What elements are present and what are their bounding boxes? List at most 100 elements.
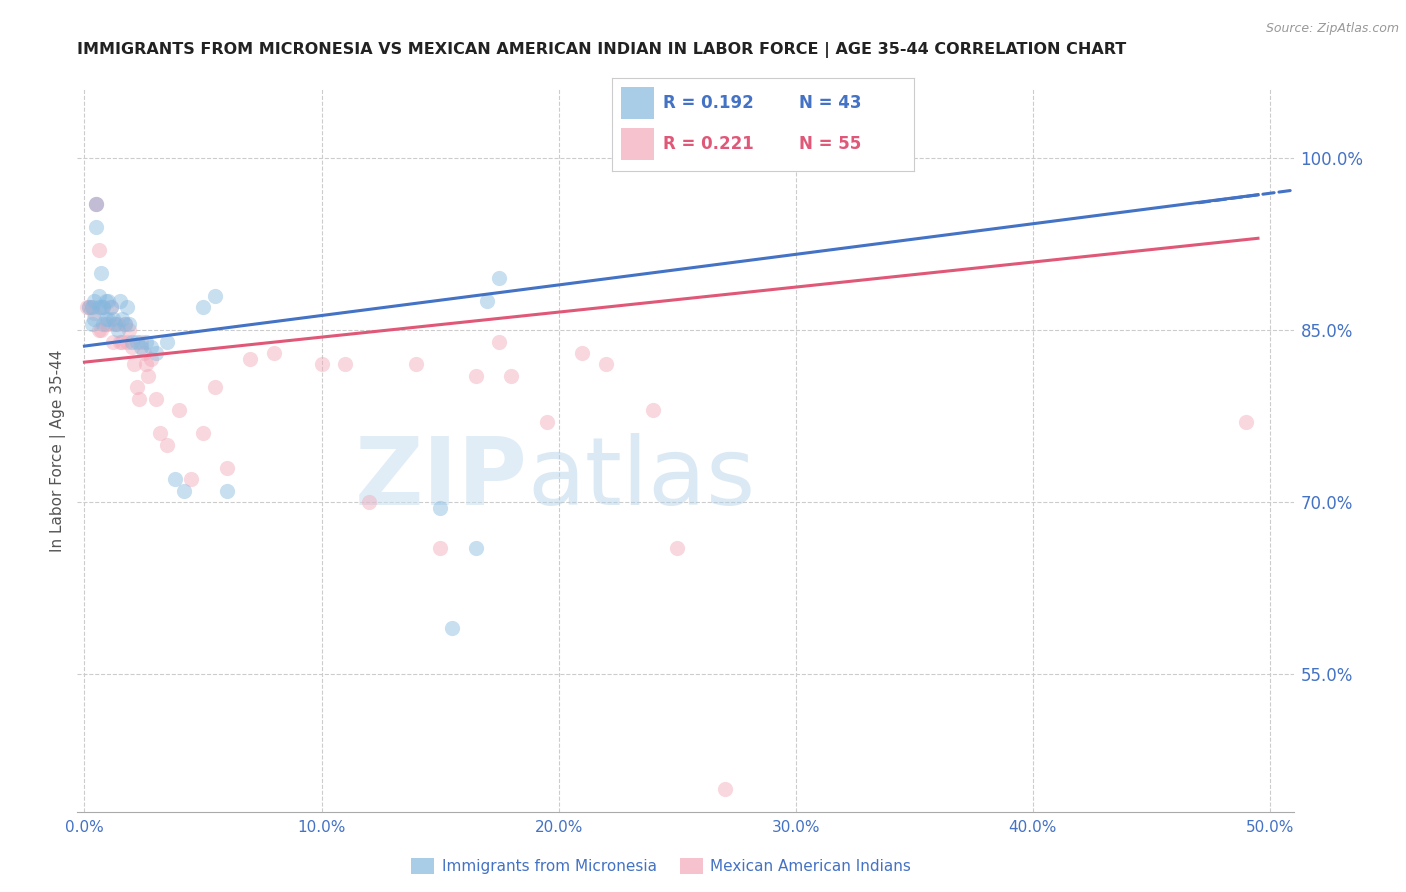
Point — [80, 300, 103, 314]
Point — [107, 318, 129, 332]
Text: atlas: atlas — [527, 434, 755, 525]
Point — [93, 300, 115, 314]
Point — [77, 300, 100, 314]
Point — [111, 311, 134, 326]
Point — [76, 300, 98, 314]
Point — [191, 300, 214, 314]
Point — [204, 380, 226, 394]
Point — [128, 392, 150, 406]
Point — [311, 358, 333, 372]
Point — [571, 346, 593, 360]
Point — [405, 358, 427, 372]
Point — [108, 294, 131, 309]
Point — [429, 500, 451, 515]
Point — [84, 197, 107, 211]
Point — [169, 403, 191, 417]
Point — [488, 271, 510, 285]
Point — [145, 392, 167, 406]
Point — [1234, 415, 1257, 429]
Point — [215, 483, 238, 498]
Point — [100, 300, 122, 314]
Text: N = 55: N = 55 — [799, 135, 862, 153]
Point — [156, 334, 179, 349]
Point — [114, 318, 136, 332]
Point — [357, 495, 380, 509]
Bar — [620, 128, 654, 160]
Point — [429, 541, 451, 555]
Point — [104, 318, 127, 332]
Point — [115, 334, 138, 349]
Point — [135, 358, 157, 372]
Point — [94, 318, 117, 332]
Point — [713, 781, 735, 796]
Point — [145, 346, 167, 360]
Point — [84, 197, 107, 211]
Point — [139, 351, 162, 366]
Point — [94, 294, 117, 309]
Point — [111, 334, 134, 349]
Point — [104, 318, 127, 332]
Point — [239, 351, 262, 366]
Point — [173, 483, 195, 498]
Point — [125, 334, 148, 349]
Point — [118, 323, 141, 337]
Point — [90, 323, 112, 337]
Point — [94, 311, 117, 326]
Point — [84, 197, 107, 211]
Point — [118, 318, 141, 332]
Y-axis label: In Labor Force | Age 35-44: In Labor Force | Age 35-44 — [51, 350, 66, 551]
Point — [139, 340, 162, 354]
Point — [488, 334, 510, 349]
Text: N = 43: N = 43 — [799, 94, 862, 112]
Point — [107, 323, 129, 337]
Point — [87, 300, 110, 314]
Point — [131, 334, 153, 349]
Point — [464, 541, 486, 555]
Point — [501, 368, 523, 383]
Point — [93, 318, 115, 332]
Point — [477, 294, 499, 309]
Point — [536, 415, 558, 429]
Point — [87, 288, 110, 302]
Point — [121, 334, 143, 349]
Point — [90, 266, 112, 280]
Point — [115, 300, 138, 314]
Point — [595, 358, 617, 372]
Point — [149, 426, 172, 441]
Point — [131, 340, 153, 354]
Text: IMMIGRANTS FROM MICRONESIA VS MEXICAN AMERICAN INDIAN IN LABOR FORCE | AGE 35-44: IMMIGRANTS FROM MICRONESIA VS MEXICAN AM… — [77, 42, 1126, 58]
Point — [114, 318, 136, 332]
Text: R = 0.192: R = 0.192 — [664, 94, 754, 112]
Legend: Immigrants from Micronesia, Mexican American Indians: Immigrants from Micronesia, Mexican Amer… — [405, 852, 917, 880]
Point — [643, 403, 665, 417]
Bar — [620, 87, 654, 119]
Text: Source: ZipAtlas.com: Source: ZipAtlas.com — [1265, 22, 1399, 36]
Point — [464, 368, 486, 383]
Point — [97, 294, 120, 309]
Point — [132, 346, 155, 360]
Point — [204, 288, 226, 302]
Point — [156, 438, 179, 452]
Point — [101, 334, 124, 349]
Point — [135, 334, 157, 349]
Point — [163, 472, 186, 486]
Text: R = 0.221: R = 0.221 — [664, 135, 754, 153]
Point — [77, 300, 100, 314]
Point — [666, 541, 689, 555]
Point — [97, 311, 120, 326]
Point — [80, 300, 103, 314]
Point — [335, 358, 357, 372]
Point — [87, 323, 110, 337]
Point — [100, 300, 122, 314]
Point — [101, 311, 124, 326]
Point — [83, 294, 105, 309]
Point — [125, 380, 148, 394]
Point — [138, 368, 160, 383]
Point — [83, 311, 105, 326]
Point — [93, 300, 115, 314]
Point — [97, 318, 120, 332]
Point — [90, 300, 112, 314]
Point — [80, 318, 103, 332]
Point — [108, 334, 131, 349]
Point — [84, 219, 107, 234]
